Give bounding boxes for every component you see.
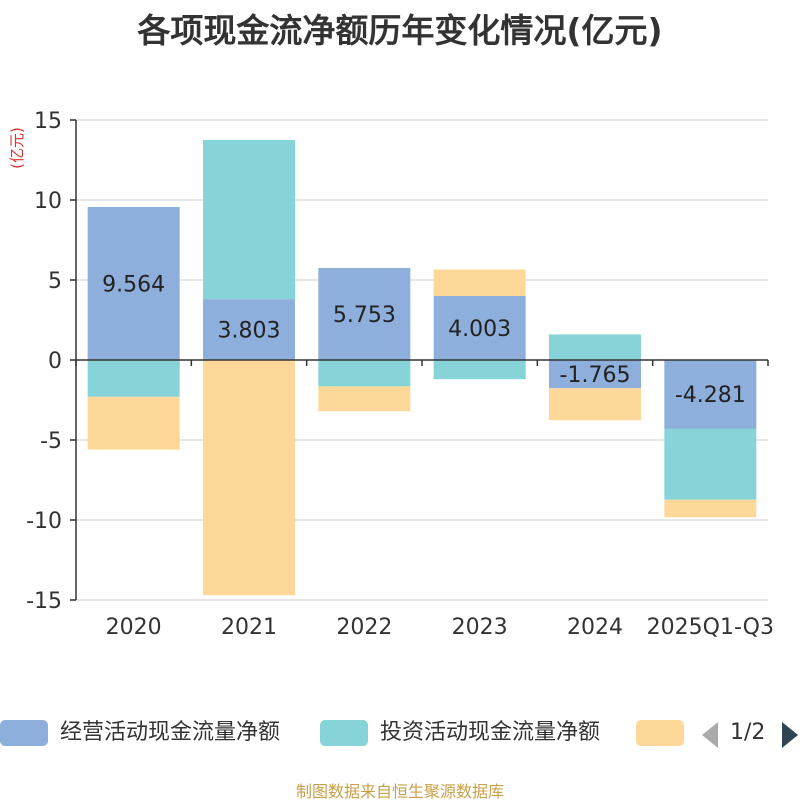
x-tick-label: 2021: [221, 615, 277, 640]
legend-swatch-financing: [636, 720, 684, 746]
chart-title: 各项现金流净额历年变化情况(亿元): [137, 11, 663, 50]
grid-lines: [76, 119, 768, 601]
legend-swatch-investing: [320, 720, 368, 746]
x-tick-label: 2023: [452, 615, 508, 640]
legend-label-operating: 经营活动现金流量净额: [60, 720, 281, 745]
x-tick-label: 2022: [336, 615, 392, 640]
data-label: 4.003: [448, 317, 511, 342]
y-tick-label: 0: [48, 349, 62, 374]
bar-investing: [203, 139, 295, 300]
x-tick-label: 2025Q1-Q3: [647, 615, 774, 640]
legend: 经营活动现金流量净额 投资活动现金流量净额: [0, 714, 800, 754]
bar-investing: [433, 360, 526, 380]
legend-pager: 1/2: [700, 714, 800, 754]
legend-swatch-operating: [0, 720, 48, 746]
bar-financing: [203, 360, 295, 596]
bar-investing: [664, 428, 757, 500]
bar-operating: [203, 299, 295, 360]
x-tick-label: 2020: [106, 615, 162, 640]
legend-page-indicator: 1/2: [730, 720, 766, 745]
y-tick-label: -5: [40, 429, 62, 454]
bar-operating: [664, 360, 757, 429]
legend-next-page-icon[interactable]: [782, 722, 798, 748]
bar-financing: [664, 499, 757, 518]
bar-financing: [87, 396, 180, 450]
legend-label-investing: 投资活动现金流量净额: [380, 720, 601, 745]
y-axis-label: (亿元): [8, 127, 26, 169]
axes: [70, 119, 769, 601]
bar-financing: [549, 388, 641, 421]
y-tick-label: 10: [34, 189, 62, 214]
y-tick-label: 15: [34, 109, 62, 134]
legend-prev-page-icon[interactable]: [702, 722, 718, 748]
bar-operating: [433, 295, 526, 360]
data-source-note: 制图数据来自恒生聚源数据库: [295, 782, 504, 801]
bars: [87, 139, 757, 596]
bar-operating: [87, 206, 180, 360]
bar-investing: [549, 334, 641, 360]
bar-operating: [318, 267, 411, 360]
data-label: 5.753: [333, 303, 396, 328]
bar-investing: [87, 360, 180, 397]
data-label: 9.564: [102, 272, 165, 297]
data-label: -4.281: [675, 383, 746, 408]
labels: 15 10 5 0 -5 -10 -15 9.564 2020 3.803 2021 5.753 202…: [26, 109, 774, 640]
data-label: 3.803: [218, 319, 281, 344]
y-tick-label: 5: [48, 269, 62, 294]
y-tick-label: -15: [26, 589, 62, 614]
x-tick-label: 2024: [567, 615, 623, 640]
bar-financing: [433, 269, 526, 296]
data-label: -1.765: [560, 363, 631, 388]
y-tick-label: -10: [26, 509, 62, 534]
bar-operating: [549, 360, 641, 389]
bar-financing: [318, 386, 411, 412]
bar-investing: [318, 360, 411, 387]
